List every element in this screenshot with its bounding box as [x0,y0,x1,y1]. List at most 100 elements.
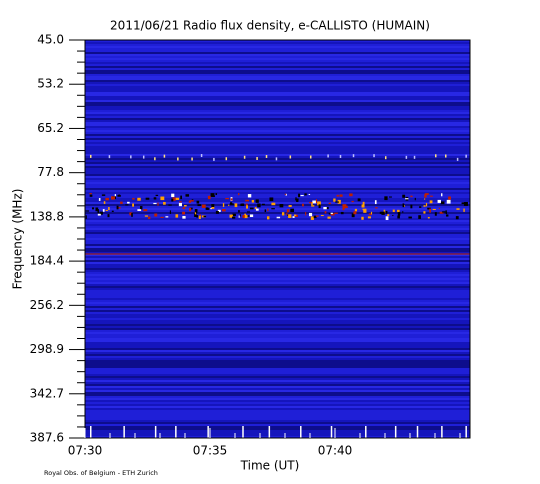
texture-speck [362,208,367,211]
texture-speck [353,211,357,215]
texture-speck [147,216,151,220]
texture-speck [177,157,179,161]
texture-row [85,384,470,386]
texture-speck [108,207,110,211]
texture-row [85,376,470,378]
texture-speck [351,213,355,218]
texture-row [85,426,470,428]
texture-speck [107,214,110,218]
texture-row [85,390,470,392]
texture-row [85,124,470,126]
texture-row [85,374,470,376]
texture-speck [296,199,299,202]
texture-speck [168,204,172,206]
texture-row [85,408,470,410]
texture-row [85,418,470,420]
y-tick-label: 138.8 [30,209,64,223]
texture-speck [456,208,460,210]
texture-speck [308,193,311,195]
texture-row [85,434,470,436]
texture-row [85,336,470,338]
texture-row [85,382,470,384]
texture-speck [357,198,361,202]
texture-speck [196,215,199,218]
texture-row [85,66,470,68]
texture-speck [180,195,182,200]
texture-speck [416,426,419,438]
texture-row [85,48,470,50]
texture-row [85,298,470,300]
texture-speck [155,194,159,197]
texture-speck [238,215,240,218]
texture-speck [290,208,294,213]
texture-row [85,194,470,196]
texture-speck [203,215,207,218]
texture-speck [286,209,290,213]
texture-speck [89,193,92,195]
texture-speck [394,426,397,438]
texture-speck [201,204,206,208]
texture-row [85,268,470,270]
texture-speck [309,201,312,204]
texture-row [85,198,470,200]
texture-speck [111,210,114,212]
texture-row [85,262,470,264]
texture-row [85,138,470,140]
texture-speck [221,209,226,212]
texture-row [85,414,470,416]
texture-speck [362,201,365,206]
texture-row [85,168,470,170]
texture-speck [199,214,202,217]
texture-speck [385,210,388,214]
texture-row [85,396,470,398]
texture-row [85,218,470,220]
texture-speck [294,214,298,217]
texture-row [85,398,470,400]
texture-speck [123,426,125,438]
texture-row [85,222,470,224]
texture-row [85,430,470,432]
texture-speck [295,197,297,201]
texture-speck [387,214,390,217]
y-tick-label: 387.6 [30,431,64,445]
texture-speck [279,204,284,208]
texture-row [85,404,470,406]
texture-row [85,416,470,418]
texture-row [85,320,470,322]
texture-speck [169,210,171,214]
texture-speck [85,210,89,212]
texture-row [85,244,470,246]
texture-speck [320,215,324,217]
texture-speck [414,197,416,201]
texture-speck [215,193,218,195]
texture-speck [191,199,194,201]
texture-speck [310,216,314,220]
texture-speck [300,195,304,197]
texture-speck [294,214,297,217]
texture-speck [154,157,156,161]
texture-row [85,428,470,430]
texture-row [85,122,470,124]
texture-speck [339,194,343,197]
texture-speck [311,202,313,206]
texture-speck [465,426,467,438]
texture-row [85,436,470,438]
texture-row [85,230,470,232]
texture-speck [424,193,429,195]
texture-row [85,234,470,236]
texture-row [85,128,470,130]
texture-speck [397,215,400,219]
texture-row [85,174,470,176]
texture-row [85,74,470,76]
texture-speck [423,205,426,207]
texture-row [85,108,470,110]
texture-speck [172,197,176,201]
texture-speck [379,211,382,214]
texture-speck [328,202,331,205]
texture-speck [365,426,367,438]
texture-speck [130,155,132,159]
texture-row [85,380,470,382]
texture-speck [383,209,386,214]
texture-speck [171,198,174,202]
texture-speck [397,209,400,213]
